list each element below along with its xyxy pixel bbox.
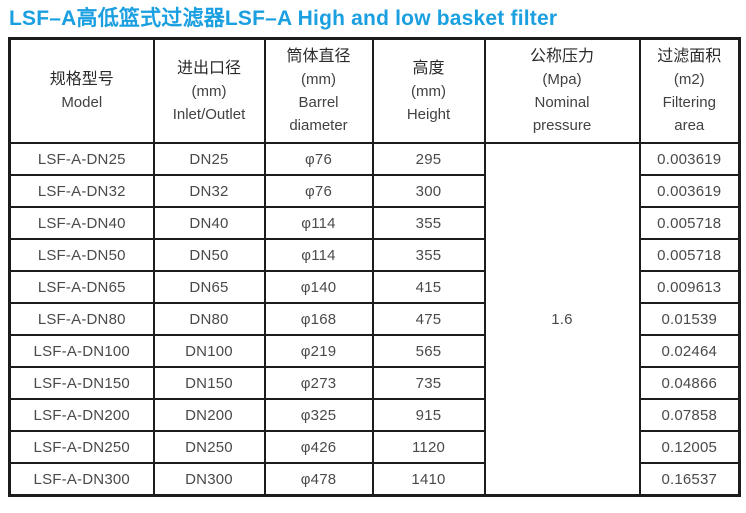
table-row: LSF-A-DN100 DN100 φ219 565 0.02464 [8,334,741,368]
spec-table: 规格型号 Model 进出口径 (mm) Inlet/Outlet 筒体直径 (… [8,37,741,497]
height-cell: 415 [371,270,486,304]
header-barrel-diameter-en1: Barrel [298,94,339,111]
inlet-outlet-cell: DN80 [152,302,266,336]
inlet-outlet-cell: DN250 [152,430,266,464]
header-model: 规格型号 Model [8,37,155,144]
header-filtering-area-en1: Filtering [662,94,716,111]
header-model-en: Model [61,94,103,111]
header-nominal-pressure-en2: pressure [532,117,592,134]
header-height: 高度 (mm) Height [371,37,486,144]
header-filtering-area-unit: (m2) [673,71,705,88]
table-row: LSF-A-DN50 DN50 φ114 355 0.005718 [8,238,741,272]
header-height-en: Height [406,105,451,123]
model-cell: LSF-A-DN65 [8,270,155,304]
barrel-diameter-cell: φ219 [263,334,374,368]
height-cell: 1410 [371,462,486,497]
table-row: LSF-A-DN25 DN25 φ76 295 1.6 0.003619 [8,142,741,497]
barrel-diameter-cell: φ273 [263,366,374,400]
nominal-pressure-merged-cell: 1.6 [483,142,641,497]
model-cell: LSF-A-DN200 [8,398,155,432]
filtering-area-cell: 0.009613 [638,270,741,304]
header-inlet-outlet: 进出口径 (mm) Inlet/Outlet [152,37,266,144]
barrel-diameter-cell: φ478 [263,462,374,497]
filtering-area-cell: 0.005718 [638,206,741,240]
filtering-area-cell: 0.003619 [638,142,741,176]
filtering-area-cell: 0.04866 [638,366,741,400]
filtering-area-cell: 0.005718 [638,238,741,272]
table-row: LSF-A-DN80 DN80 φ168 475 0.01539 [8,302,741,336]
header-inlet-outlet-zh: 进出口径 [176,59,241,77]
header-filtering-area: 过滤面积 (m2) Filtering area [638,37,741,144]
table-row: LSF-A-DN250 DN250 φ426 1120 0.12005 [8,430,741,464]
height-cell: 565 [371,334,486,368]
inlet-outlet-cell: DN150 [152,366,266,400]
inlet-outlet-cell: DN40 [152,206,266,240]
height-cell: 355 [371,238,486,272]
height-cell: 295 [371,142,486,176]
table-row: LSF-A-DN150 DN150 φ273 735 0.04866 [8,366,741,400]
barrel-diameter-cell: φ426 [263,430,374,464]
model-cell: LSF-A-DN32 [8,174,155,208]
barrel-diameter-cell: φ76 [263,174,374,208]
table-row: LSF-A-DN40 DN40 φ114 355 0.005718 [8,206,741,240]
barrel-diameter-cell: φ140 [263,270,374,304]
model-cell: LSF-A-DN300 [8,462,155,497]
height-cell: 735 [371,366,486,400]
height-cell: 355 [371,206,486,240]
model-cell: LSF-A-DN250 [8,430,155,464]
height-cell: 915 [371,398,486,432]
table-row: LSF-A-DN300 DN300 φ478 1410 0.16537 [8,462,741,497]
header-inlet-outlet-unit: (mm) [191,82,227,100]
filtering-area-cell: 0.02464 [638,334,741,368]
height-cell: 475 [371,302,486,336]
height-cell: 1120 [371,430,486,464]
header-nominal-pressure-unit: (Mpa) [542,71,582,88]
inlet-outlet-cell: DN100 [152,334,266,368]
filtering-area-cell: 0.16537 [638,462,741,497]
table-header-row: 规格型号 Model 进出口径 (mm) Inlet/Outlet 筒体直径 (… [8,37,741,144]
table-row: LSF-A-DN65 DN65 φ140 415 0.009613 [8,270,741,304]
header-nominal-pressure: 公称压力 (Mpa) Nominal pressure [483,37,641,144]
filtering-area-cell: 0.003619 [638,174,741,208]
model-cell: LSF-A-DN25 [8,142,155,176]
inlet-outlet-cell: DN300 [152,462,266,497]
model-cell: LSF-A-DN40 [8,206,155,240]
header-nominal-pressure-zh: 公称压力 [529,48,594,65]
header-height-unit: (mm) [411,82,446,100]
header-nominal-pressure-en1: Nominal [534,94,590,111]
height-cell: 300 [371,174,486,208]
model-cell: LSF-A-DN80 [8,302,155,336]
filtering-area-cell: 0.01539 [638,302,741,336]
header-model-zh: 规格型号 [49,71,114,88]
barrel-diameter-cell: φ114 [263,238,374,272]
barrel-diameter-cell: φ114 [263,206,374,240]
model-cell: LSF-A-DN100 [8,334,155,368]
barrel-diameter-cell: φ76 [263,142,374,176]
inlet-outlet-cell: DN50 [152,238,266,272]
header-height-zh: 高度 [412,59,445,77]
header-inlet-outlet-en: Inlet/Outlet [172,105,246,123]
inlet-outlet-cell: DN200 [152,398,266,432]
barrel-diameter-cell: φ168 [263,302,374,336]
header-barrel-diameter: 筒体直径 (mm) Barrel diameter [263,37,374,144]
inlet-outlet-cell: DN25 [152,142,266,176]
filtering-area-cell: 0.07858 [638,398,741,432]
header-filtering-area-en2: area [674,117,705,134]
header-barrel-diameter-zh: 筒体直径 [286,48,351,65]
inlet-outlet-cell: DN65 [152,270,266,304]
filtering-area-cell: 0.12005 [638,430,741,464]
barrel-diameter-cell: φ325 [263,398,374,432]
header-barrel-diameter-unit: (mm) [301,71,336,88]
table-row: LSF-A-DN32 DN32 φ76 300 0.003619 [8,174,741,208]
header-barrel-diameter-en2: diameter [289,117,348,134]
model-cell: LSF-A-DN150 [8,366,155,400]
header-filtering-area-zh: 过滤面积 [657,48,722,65]
table-row: LSF-A-DN200 DN200 φ325 915 0.07858 [8,398,741,432]
model-cell: LSF-A-DN50 [8,238,155,272]
page-title: LSF–A高低篮式过滤器LSF–A High and low basket fi… [9,7,558,30]
inlet-outlet-cell: DN32 [152,174,266,208]
